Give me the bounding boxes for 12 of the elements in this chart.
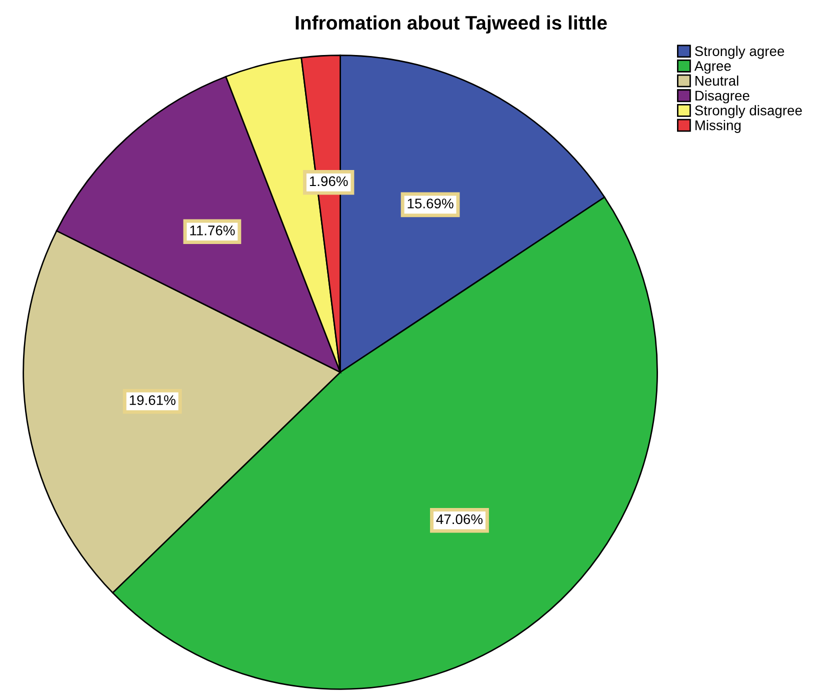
legend-label: Strongly agree (695, 46, 784, 59)
legend-label: Agree (694, 61, 731, 74)
data-label: 1.96% (310, 176, 348, 186)
data-label: 19.61% (130, 395, 176, 406)
chart-title: Infromation about Tajweed is little (296, 15, 607, 34)
data-label: 11.76% (190, 226, 235, 236)
data-label: 15.69% (408, 198, 454, 208)
legend-label: Disagree (696, 90, 750, 104)
legend-label: Strongly disagree (695, 105, 802, 118)
legend-label: Missing (696, 120, 741, 133)
legend-label: Neutral (696, 76, 738, 86)
data-label: 47.06% (436, 514, 483, 524)
